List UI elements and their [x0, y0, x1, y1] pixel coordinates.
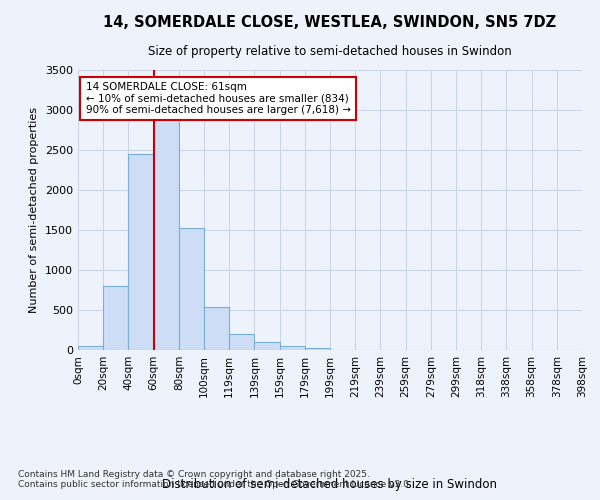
- Bar: [154, 118, 179, 350]
- Bar: [229, 334, 254, 350]
- Bar: [254, 342, 280, 350]
- Bar: [78, 346, 103, 350]
- Bar: [305, 348, 330, 350]
- Text: 14, SOMERDALE CLOSE, WESTLEA, SWINDON, SN5 7DZ: 14, SOMERDALE CLOSE, WESTLEA, SWINDON, S…: [103, 15, 557, 30]
- Text: Size of property relative to semi-detached houses in Swindon: Size of property relative to semi-detach…: [148, 45, 512, 58]
- Bar: [103, 286, 128, 350]
- Text: Contains HM Land Registry data © Crown copyright and database right 2025.
Contai: Contains HM Land Registry data © Crown c…: [18, 470, 412, 490]
- Y-axis label: Number of semi-detached properties: Number of semi-detached properties: [29, 107, 40, 313]
- X-axis label: Distribution of semi-detached houses by size in Swindon: Distribution of semi-detached houses by …: [163, 478, 497, 490]
- Bar: [280, 346, 305, 350]
- Bar: [204, 307, 229, 350]
- Bar: [128, 154, 154, 350]
- Text: 14 SOMERDALE CLOSE: 61sqm
← 10% of semi-detached houses are smaller (834)
90% of: 14 SOMERDALE CLOSE: 61sqm ← 10% of semi-…: [86, 82, 350, 115]
- Bar: [179, 228, 204, 350]
